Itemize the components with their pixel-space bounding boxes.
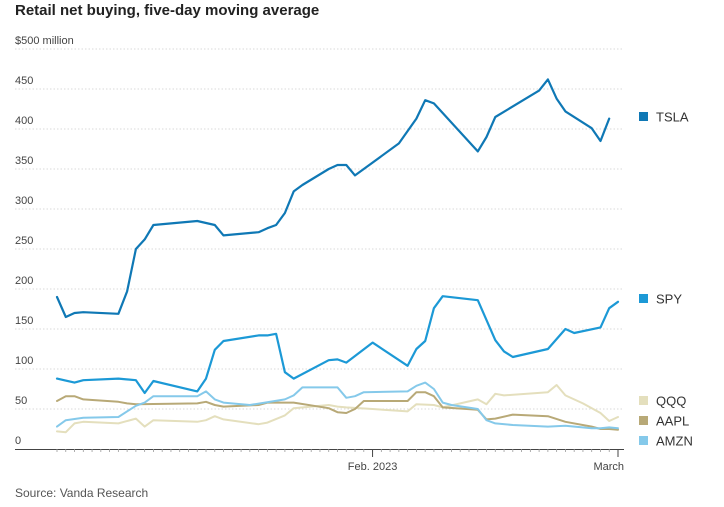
series-line-tsla: [55, 78, 611, 319]
y-tick-label: $500 million: [15, 35, 74, 47]
series-lines: [55, 78, 620, 434]
y-tick-label: 50: [15, 395, 27, 407]
legend-label-tsla: TSLA: [656, 110, 689, 125]
series-line-amzn: [56, 381, 619, 430]
legend-swatch-amzn: [639, 436, 648, 445]
legend-label-amzn: AMZN: [656, 434, 693, 449]
y-tick-label: 400: [15, 115, 33, 127]
y-tick-label: 100: [15, 355, 33, 367]
gridlines: [15, 48, 624, 410]
legend: TSLA SPY QQQ AAPL AMZN: [639, 110, 693, 449]
legend-swatch-qqq: [639, 396, 648, 405]
y-tick-label: 250: [15, 235, 33, 247]
y-tick-label: 450: [15, 75, 33, 87]
chart-title: Retail net buying, five-day moving avera…: [15, 2, 320, 19]
legend-swatch-aapl: [639, 416, 648, 425]
y-tick-label: 300: [15, 195, 33, 207]
legend-swatch-tsla: [639, 112, 648, 121]
y-tick-label: 0: [15, 435, 21, 447]
series-line-spy: [55, 295, 620, 395]
legend-swatch-spy: [639, 294, 648, 303]
x-axis: Feb. 2023 March: [15, 449, 624, 473]
x-tick-label: March: [593, 461, 624, 473]
y-axis-tick-labels: $500 million 450 400 350 300 250 200 150 100 50 0: [15, 35, 74, 447]
y-tick-label: 200: [15, 275, 33, 287]
series-line-aapl: [56, 391, 619, 431]
x-tick-label: Feb. 2023: [348, 461, 398, 473]
y-tick-label: 150: [15, 315, 33, 327]
y-tick-label: 350: [15, 155, 33, 167]
legend-label-aapl: AAPL: [656, 414, 689, 429]
legend-label-qqq: QQQ: [656, 394, 686, 409]
series-line-qqq: [56, 384, 619, 434]
legend-label-spy: SPY: [656, 292, 682, 307]
chart-source: Source: Vanda Research: [15, 486, 149, 500]
